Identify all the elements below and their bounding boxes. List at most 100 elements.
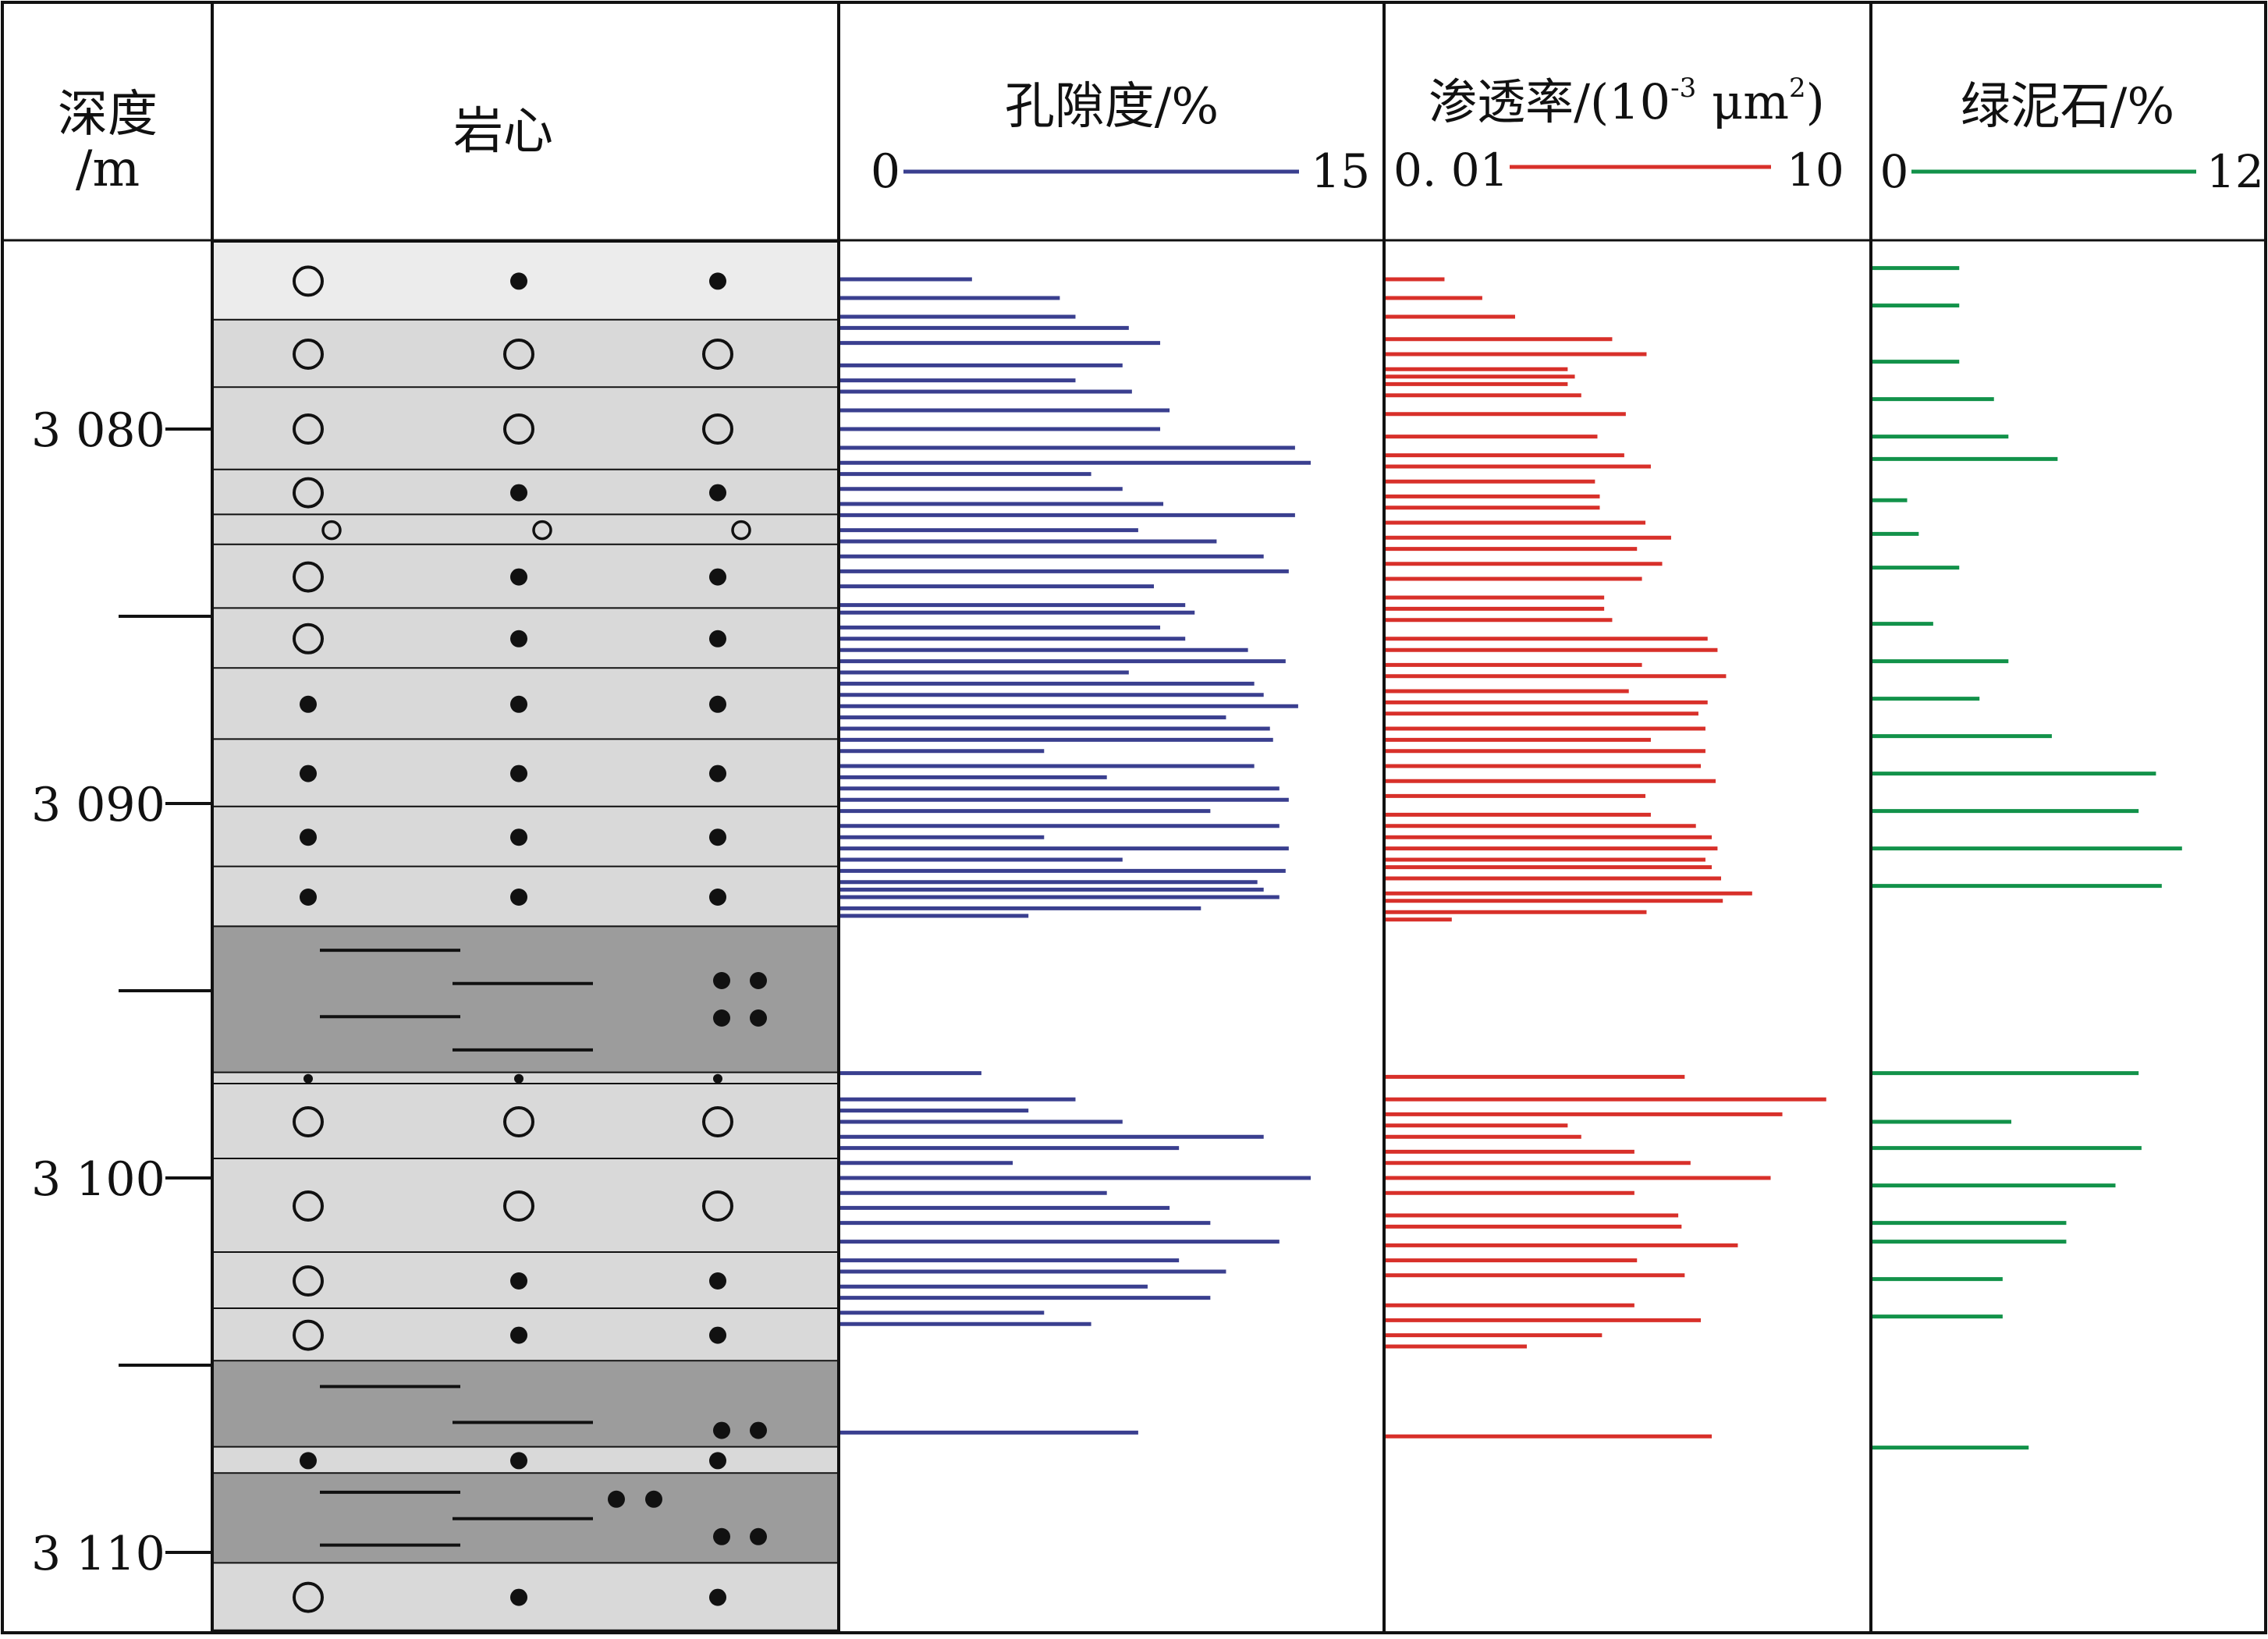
grain-dot — [709, 1588, 726, 1606]
depth-unit: /m — [76, 140, 140, 198]
porosity-header: 孔隙度/% 0 15 — [871, 78, 1370, 199]
pebble-circle — [293, 477, 324, 509]
pebble-circle — [702, 413, 733, 445]
grain-dot — [713, 1527, 730, 1545]
grain-dot — [645, 1490, 662, 1508]
grain-dot-small — [713, 1073, 722, 1084]
depth-header: 深度 /m — [58, 86, 158, 198]
grain-dot — [510, 1588, 527, 1606]
permeability-min-label: 0. 01 — [1393, 144, 1509, 197]
grain-dot — [510, 568, 527, 586]
grain-dot — [709, 484, 726, 502]
grain-dot — [510, 828, 527, 846]
grain-dot — [709, 695, 726, 713]
sandstone-layer — [214, 1084, 837, 1159]
grain-dot — [510, 1326, 527, 1344]
grain-dot — [300, 1452, 317, 1470]
pebble-circle — [702, 1106, 733, 1137]
grain-dot — [713, 972, 730, 989]
pebble-circle — [293, 265, 324, 297]
chlorite-header: 绿泥石/% 0 12 — [1880, 78, 2264, 198]
pebble-circle — [293, 623, 324, 655]
pebble-circle-small — [321, 520, 342, 541]
pebble-circle — [293, 1190, 324, 1222]
grain-dot — [300, 828, 317, 846]
pebble-circle — [503, 1190, 534, 1222]
pebble-circle — [293, 339, 324, 370]
depth-tick-label: 3 090 — [31, 778, 165, 832]
core-column — [214, 241, 837, 1633]
depth-title: 深度 — [58, 86, 158, 144]
sandstone-layer — [214, 320, 837, 388]
porosity-title: 孔隙度/% — [1005, 78, 1219, 136]
grain-dot — [709, 889, 726, 906]
chlorite-max-label: 12 — [2206, 145, 2264, 198]
pebble-circle — [503, 413, 534, 445]
grain-dot — [608, 1490, 625, 1508]
pebble-circle — [293, 1106, 324, 1137]
grain-dot — [750, 1527, 767, 1545]
sandstone-layer — [214, 515, 837, 545]
pebble-circle-small — [731, 520, 751, 541]
sandstone-layer — [214, 1159, 837, 1253]
depth-tick-label: 3 110 — [31, 1527, 165, 1581]
grain-dot — [709, 1326, 726, 1344]
core-title: 岩心 — [453, 103, 553, 161]
grain-dot — [750, 1421, 767, 1439]
grain-dot — [510, 695, 527, 713]
permeability-bars — [1386, 277, 1826, 1439]
chlorite-title: 绿泥石/% — [1961, 78, 2174, 136]
grain-dot — [510, 484, 527, 502]
mudstone-layer — [214, 1361, 837, 1448]
grain-dot — [709, 765, 726, 782]
pebble-circle — [293, 1265, 324, 1297]
pebble-circle — [503, 339, 534, 370]
grain-dot — [713, 1009, 730, 1027]
pebble-circle — [293, 1581, 324, 1613]
porosity-bars — [840, 277, 1311, 1435]
grain-dot — [713, 1421, 730, 1439]
grain-dot — [510, 889, 527, 906]
grain-dot — [300, 889, 317, 906]
grain-dot — [510, 1452, 527, 1470]
grain-dot — [510, 630, 527, 647]
grain-dot — [709, 828, 726, 846]
grain-dot — [709, 568, 726, 586]
grain-dot-small — [303, 1073, 313, 1084]
porosity-max-label: 15 — [1311, 144, 1370, 199]
permeability-header: 渗透率/(10-3 μm2) 0. 01 10 — [1393, 73, 1844, 197]
grain-dot — [300, 765, 317, 782]
depth-tick-label: 3 080 — [31, 403, 165, 458]
grain-dot — [709, 272, 726, 290]
chlorite-min-label: 0 — [1880, 145, 1909, 198]
grain-dot — [510, 765, 527, 782]
grain-dot — [709, 1272, 726, 1290]
grain-dot — [709, 630, 726, 647]
depth-tick-label: 3 100 — [31, 1152, 165, 1207]
pebble-circle — [702, 339, 733, 370]
grain-dot — [709, 1452, 726, 1470]
pebble-circle — [702, 1190, 733, 1222]
chlorite-bars — [1872, 266, 2182, 1450]
pebble-circle — [293, 561, 324, 593]
depth-axis: 3 080 3 090 3 100 3 110 — [31, 403, 212, 1581]
grain-dot — [510, 272, 527, 290]
pebble-circle — [293, 413, 324, 445]
grain-dot — [750, 972, 767, 989]
grain-dot — [300, 695, 317, 713]
porosity-min-label: 0 — [871, 144, 900, 199]
sandstone-layer — [214, 388, 837, 470]
grain-dot-small — [514, 1073, 524, 1084]
sandstone-layer — [214, 1073, 837, 1084]
pebble-circle — [503, 1106, 534, 1137]
pebble-circle-small — [532, 520, 552, 541]
grain-dot — [750, 1009, 767, 1027]
permeability-max-label: 10 — [1787, 144, 1844, 197]
pebble-circle — [293, 1319, 324, 1351]
permeability-title: 渗透率/(10-3 μm2) — [1429, 73, 1825, 130]
grain-dot — [510, 1272, 527, 1290]
